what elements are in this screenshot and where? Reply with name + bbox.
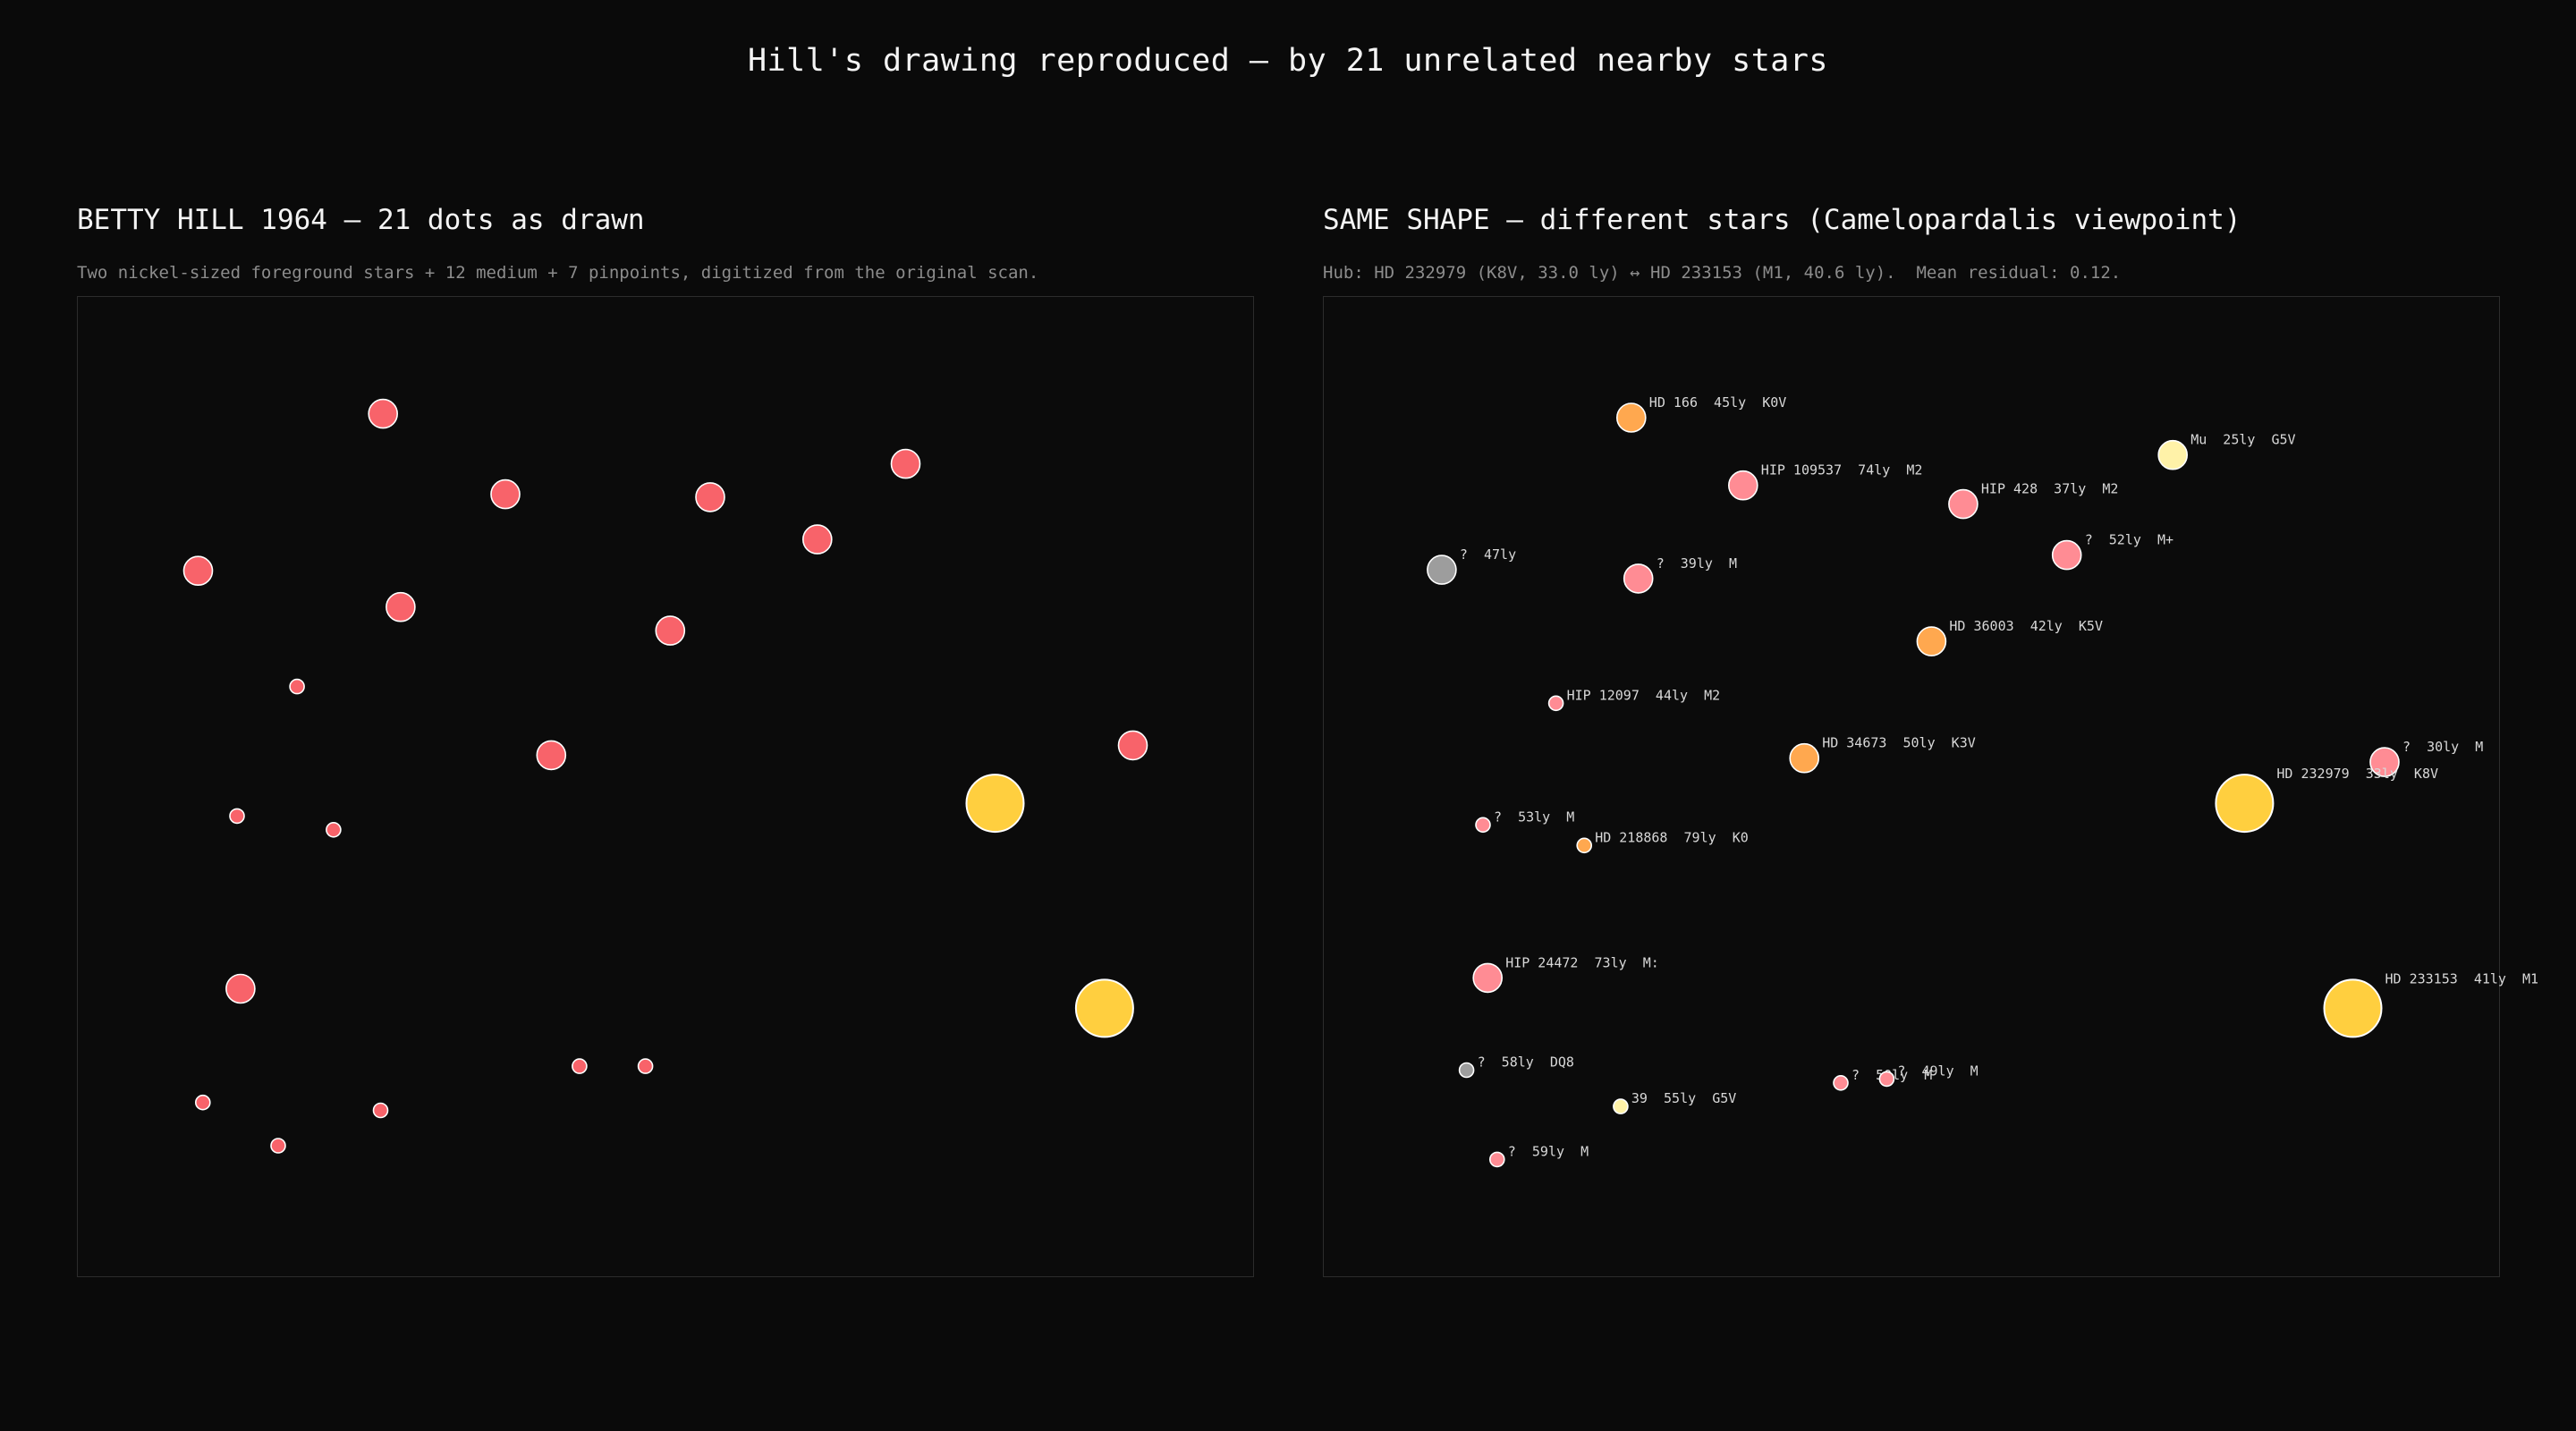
right-star-17: [1458, 1062, 1475, 1079]
right-star-6: [1623, 563, 1654, 594]
right-star-label-16: HD 233153 41ly M1: [2385, 970, 2539, 986]
right-star-label-13: ? 53ly M: [1494, 809, 1574, 825]
right-star-3: [1728, 470, 1758, 501]
right-star-label-9: HIP 12097 44ly M2: [1567, 687, 1721, 703]
right-star-label-20: 39 55ly G5V: [1631, 1090, 1736, 1106]
right-star-8: [1916, 626, 1947, 656]
left-star-20: [372, 1102, 389, 1119]
left-star-13: [229, 808, 245, 825]
right-star-16: [2323, 978, 2383, 1038]
left-star-19: [195, 1094, 211, 1111]
left-star-4: [890, 448, 921, 479]
right-star-4: [1948, 488, 1979, 520]
left-star-7: [801, 524, 833, 555]
left-panel-subtitle: Two nickel-sized foreground stars + 12 m…: [77, 263, 1039, 283]
right-star-15: [1472, 962, 1503, 994]
right-star-20: [1613, 1098, 1629, 1114]
left-star-12: [965, 774, 1025, 834]
right-star-9: [1547, 695, 1564, 712]
left-star-11: [1117, 730, 1148, 761]
right-star-14: [1576, 837, 1592, 854]
figure-title: Hill's drawing reproduced — by 21 unrela…: [747, 43, 1829, 79]
left-star-6: [386, 591, 416, 622]
right-star-label-21: ? 59ly M: [1508, 1143, 1589, 1159]
right-star-10: [1789, 742, 1819, 774]
right-star-1: [1616, 402, 1647, 433]
right-plot-area: [1323, 296, 2500, 1277]
right-star-label-2: Mu 25ly G5V: [2190, 432, 2295, 448]
right-star-19: [1878, 1071, 1895, 1088]
right-star-label-1: HD 166 45ly K0V: [1649, 394, 1787, 411]
left-star-1: [368, 398, 399, 429]
right-star-label-15: HIP 24472 73ly M:: [1505, 954, 1659, 970]
right-star-12: [2215, 774, 2275, 834]
left-star-17: [572, 1058, 588, 1074]
right-star-label-5: ? 47ly: [1460, 546, 1516, 563]
right-panel-title: SAME SHAPE — different stars (Camelopard…: [1323, 204, 2241, 236]
right-star-label-8: HD 36003 42ly K5V: [1949, 618, 2103, 634]
left-star-21: [270, 1138, 286, 1154]
left-star-18: [637, 1058, 654, 1074]
right-star-label-6: ? 39ly M: [1657, 555, 1737, 572]
right-star-label-14: HD 218868 79ly K0: [1595, 829, 1749, 845]
left-star-16: [1074, 978, 1134, 1038]
right-star-label-4: HIP 428 37ly M2: [1981, 481, 2119, 497]
right-star-11: [2369, 747, 2400, 777]
right-star-group: HD 166 45ly K0V Mu 25ly G5V HIP 109537 74l…: [1427, 394, 2539, 1168]
left-star-15: [225, 973, 256, 1004]
left-star-9: [289, 678, 305, 695]
right-star-18: [1833, 1075, 1849, 1091]
right-star-label-17: ? 58ly DQ8: [1478, 1054, 1574, 1071]
right-star-label-19: ? 49ly M: [1897, 1063, 1978, 1079]
left-star-5: [182, 555, 214, 587]
left-plot-area: [77, 296, 1254, 1277]
right-star-21: [1489, 1151, 1505, 1168]
right-star-7: [2051, 539, 2082, 571]
left-star-group: [182, 398, 1148, 1154]
right-star-label-12: HD 232979 33ly K8V: [2276, 766, 2438, 782]
right-star-label-10: HD 34673 50ly K3V: [1822, 735, 1976, 751]
left-star-10: [536, 740, 567, 771]
left-star-3: [695, 482, 725, 512]
right-star-label-7: ? 52ly M+: [2085, 532, 2174, 548]
right-star-13: [1475, 817, 1491, 834]
right-star-2: [2157, 439, 2188, 470]
right-star-5: [1427, 555, 1457, 585]
right-panel-subtitle: Hub: HD 232979 (K8V, 33.0 ly) ↔ HD 23315…: [1323, 263, 2122, 283]
left-panel-title: BETTY HILL 1964 — 21 dots as drawn: [77, 204, 645, 236]
left-star-2: [490, 478, 521, 510]
right-star-label-11: ? 30ly M: [2402, 739, 2483, 755]
left-star-8: [655, 615, 686, 646]
right-star-label-3: HIP 109537 74ly M2: [1761, 462, 1923, 478]
left-star-14: [326, 821, 342, 838]
